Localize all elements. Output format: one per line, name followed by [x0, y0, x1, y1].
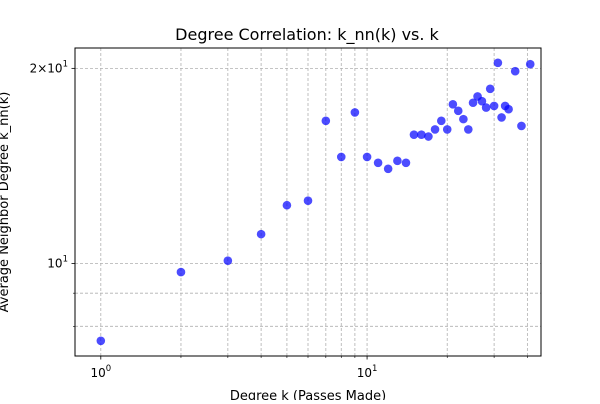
chart-title: Degree Correlation: k_nn(k) vs. k: [175, 25, 439, 45]
data-point: [176, 267, 186, 277]
data-point: [350, 108, 360, 117]
data-point: [489, 101, 499, 111]
data-point: [223, 256, 233, 266]
y-axis-label: Average Neighbor Degree k_nn(k): [0, 92, 12, 313]
data-point: [303, 196, 313, 205]
data-point: [362, 152, 372, 162]
x-axis-label: Degree k (Passes Made): [230, 389, 386, 400]
data-point: [525, 59, 535, 69]
data-point: [383, 164, 393, 174]
data-point: [453, 106, 463, 116]
grid-lines: [75, 48, 541, 356]
x-tick-label: 101: [357, 364, 378, 380]
axis-ticks: 100 101 101 2×101: [30, 59, 528, 380]
data-point: [459, 114, 468, 124]
data-point: [481, 103, 491, 112]
data-point: [336, 152, 346, 162]
y-tick-label: 101: [47, 255, 68, 271]
x-tick-label: 100: [90, 364, 111, 380]
data-point: [477, 96, 487, 106]
data-point: [417, 130, 426, 140]
data-point: [401, 158, 411, 168]
data-point: [393, 156, 402, 166]
data-point: [517, 121, 526, 131]
data-point: [442, 125, 452, 134]
y-tick-label: 2×101: [30, 59, 68, 75]
data-point: [504, 104, 513, 114]
data-point: [464, 125, 473, 134]
scatter-points: [96, 58, 535, 346]
data-point: [256, 229, 266, 239]
data-point: [409, 130, 419, 140]
data-point: [96, 336, 106, 346]
plot-frame: [74, 47, 542, 357]
data-point: [424, 132, 433, 141]
data-point: [321, 116, 331, 126]
data-point: [493, 58, 503, 68]
data-point: [373, 158, 383, 168]
data-point: [430, 125, 440, 134]
data-point: [448, 100, 458, 109]
data-point: [436, 116, 446, 126]
data-point: [468, 98, 478, 108]
data-point: [485, 84, 495, 94]
data-point: [497, 113, 506, 122]
data-point: [510, 66, 520, 76]
data-point: [282, 200, 292, 210]
